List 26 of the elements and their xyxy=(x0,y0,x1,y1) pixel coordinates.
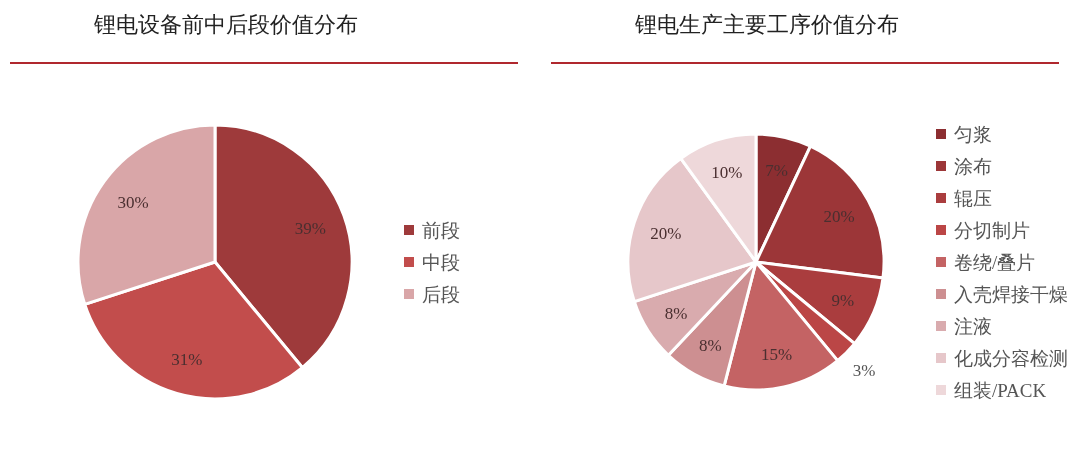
legend-label: 匀浆 xyxy=(954,123,992,145)
legend-label: 前段 xyxy=(422,219,460,241)
data-label: 8% xyxy=(699,335,722,355)
legend-label: 涂布 xyxy=(954,155,992,177)
legend-label: 辊压 xyxy=(954,187,992,209)
data-label: 15% xyxy=(761,345,793,365)
data-label: 30% xyxy=(117,193,149,213)
data-label: 3% xyxy=(852,361,876,381)
legend-label: 中段 xyxy=(422,251,460,273)
legend-label: 分切制片 xyxy=(954,219,1030,241)
data-label: 31% xyxy=(171,350,203,370)
legend-label: 卷绕/叠片 xyxy=(954,251,1036,273)
chart-title: 锂电生产主要工序价值分布 xyxy=(634,11,899,37)
data-label: 9% xyxy=(831,290,855,310)
data-label: 10% xyxy=(711,162,743,182)
data-label: 39% xyxy=(294,218,326,238)
legend-label: 后段 xyxy=(422,283,460,305)
data-label: 8% xyxy=(664,303,688,323)
data-label: 20% xyxy=(823,207,855,227)
legend-label: 入壳焊接干燥 xyxy=(954,283,1068,305)
legend-label: 化成分容检测 xyxy=(954,347,1068,369)
legend-label: 组装/PACK xyxy=(954,379,1047,401)
data-label: 20% xyxy=(650,223,682,243)
legend-label: 注液 xyxy=(954,315,992,337)
data-label: 7% xyxy=(765,160,788,180)
chart-title: 锂电设备前中后段价值分布 xyxy=(93,11,358,37)
